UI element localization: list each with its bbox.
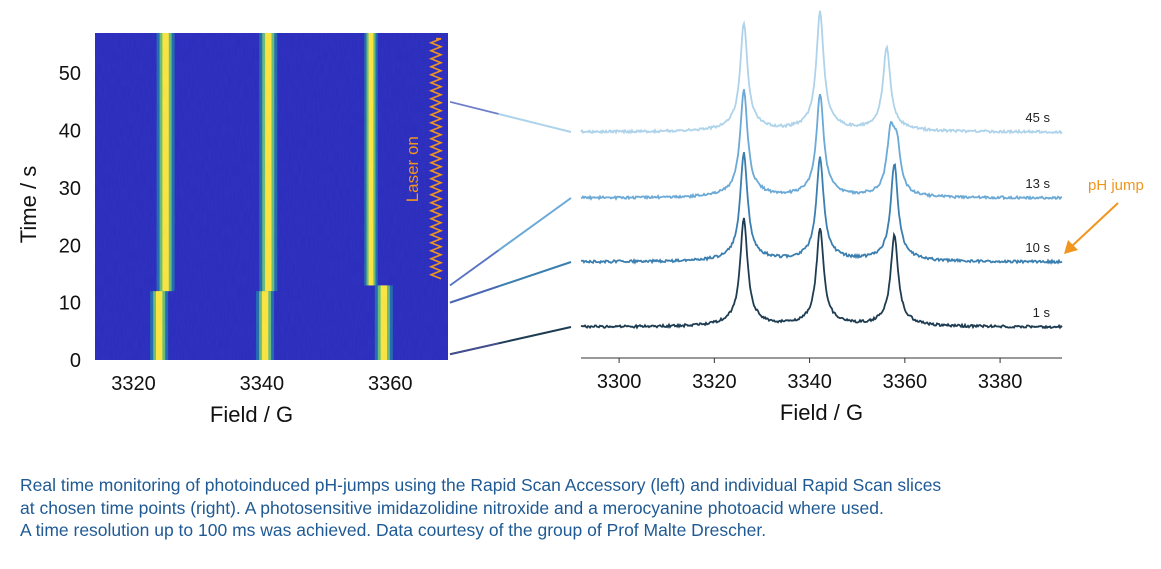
spectrum-trace-13s	[580, 89, 1063, 201]
heatmap-y-tick-label: 20	[59, 235, 81, 257]
heatmap-noise	[95, 33, 448, 360]
spectrum-label-10s: 10 s	[1025, 240, 1050, 255]
laser-wave	[428, 37, 444, 280]
spectra-x-tick-label: 3320	[692, 371, 737, 393]
ph-jump-arrow	[1071, 202, 1119, 247]
spectrum-trace-45s	[580, 10, 1063, 135]
connector-tail-45s	[449, 101, 499, 115]
heatmap: Laser on 3320 3340 3360 0 10 20 30 40 50 Field …	[16, 33, 448, 427]
caption-line-2: at chosen time points (right). A photose…	[20, 497, 884, 518]
heatmap-x-axis-title: Field / G	[210, 402, 293, 427]
figure-caption: Real time monitoring of photoinduced pH-…	[20, 474, 1145, 542]
caption-line-3: A time resolution up to 100 ms was achie…	[20, 520, 767, 540]
heatmap-y-ticks: 0 10 20 30 40 50	[59, 63, 81, 372]
laser-annotation: Laser on	[403, 136, 422, 202]
heatmap-x-tick-label: 3360	[368, 373, 413, 395]
spectra-trace-labels: 45 s 13 s 10 s 1 s	[1025, 110, 1050, 320]
heatmap-y-tick-label: 30	[59, 178, 81, 200]
heatmap-y-tick-label: 50	[59, 63, 81, 85]
heatmap-x-ticks: 3320 3340 3360	[111, 373, 412, 395]
caption-line-1: Real time monitoring of photoinduced pH-…	[20, 475, 942, 495]
laser-zigzag	[428, 37, 444, 280]
spectra-x-tick-label: 3380	[978, 371, 1023, 393]
spectra-plot: 3300 3320 3340 3360 3380 45 s 13 s 10 s 1 s Fie…	[580, 10, 1144, 425]
spectra-x-ticks: 3300 3320 3340 3360 3380	[597, 358, 1022, 393]
spectra-x-axis-title: Field / G	[780, 400, 863, 425]
connector-tail-10s	[449, 285, 499, 304]
spectrum-trace-10s	[580, 152, 1063, 265]
spectrum-label-45s: 45 s	[1025, 110, 1050, 125]
heatmap-x-tick-label: 3340	[240, 373, 285, 395]
spectrum-label-13s: 13 s	[1025, 176, 1050, 191]
heatmap-y-tick-label: 0	[70, 350, 81, 372]
ph-jump-arrow-head	[1064, 240, 1078, 254]
spectra-traces	[580, 10, 1063, 330]
connector-lines	[449, 100, 572, 356]
connector-tail-1s	[449, 342, 499, 355]
spectra-x-tick-label: 3360	[883, 371, 928, 393]
heatmap-y-axis-title: Time / s	[16, 166, 41, 243]
ph-jump-annotation: pH jump	[1088, 177, 1144, 194]
heatmap-y-tick-label: 10	[59, 293, 81, 315]
spectrum-trace-1s	[580, 217, 1063, 330]
heatmap-y-tick-label: 40	[59, 121, 81, 143]
heatmap-x-tick-label: 3320	[111, 373, 156, 395]
figure: Laser on 3320 3340 3360 0 10 20 30 40 50 Field …	[16, 10, 1144, 427]
spectrum-label-1s: 1 s	[1033, 305, 1051, 320]
spectra-x-tick-label: 3300	[597, 371, 642, 393]
connector-tail-13s	[449, 249, 499, 287]
spectra-x-tick-label: 3340	[787, 371, 832, 393]
